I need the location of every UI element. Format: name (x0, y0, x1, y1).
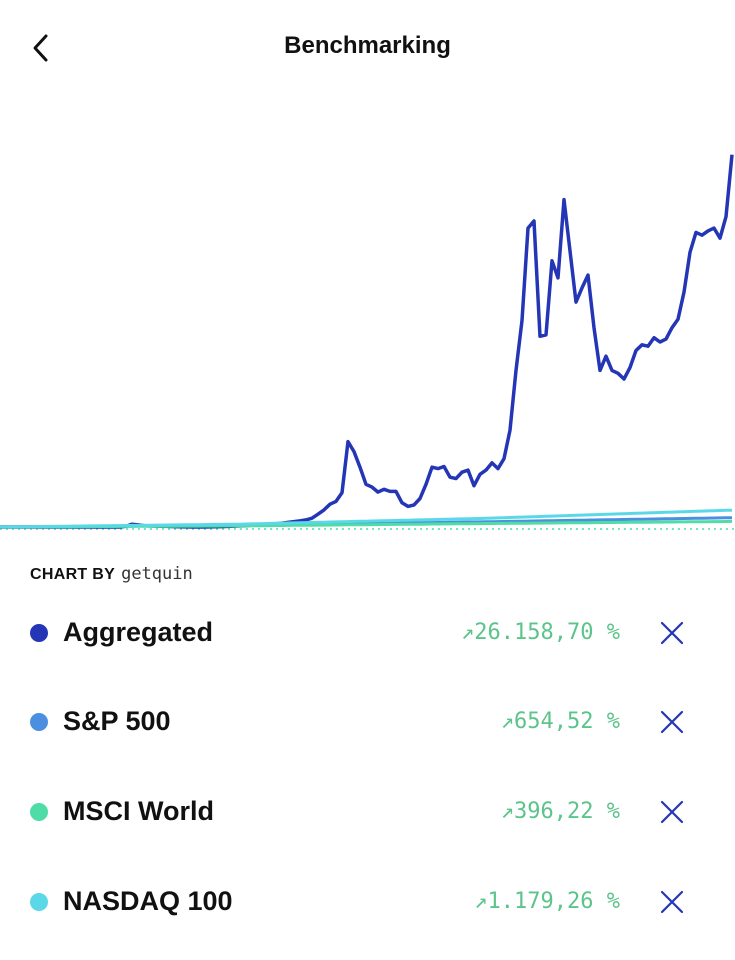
legend-entry: MSCI World (63, 796, 214, 826)
header: Benchmarking (0, 0, 735, 96)
legend-swatch (30, 803, 48, 821)
legend-row: NASDAQ 100 ↗1.179,26 % (0, 877, 735, 927)
remove-icon (660, 800, 684, 824)
legend-entry: S&P 500 (63, 706, 171, 736)
chart (0, 154, 735, 530)
back-button[interactable] (26, 30, 56, 66)
legend-row: S&P 500 ↗654,52 % (0, 697, 735, 747)
remove-button[interactable] (660, 621, 684, 645)
page-title: Benchmarking (284, 32, 451, 59)
remove-icon (660, 710, 684, 734)
remove-button[interactable] (660, 890, 684, 914)
performance-change: ↗1.179,26 % (474, 889, 620, 914)
legend-swatch (30, 893, 48, 911)
performance-change: ↗26.158,70 % (461, 620, 620, 645)
legend-swatch (30, 713, 48, 731)
credit-brand: getquin (121, 564, 193, 584)
series-line (0, 508, 733, 529)
series-line (0, 154, 734, 529)
legend-entry: Aggregated (63, 617, 214, 647)
performance-change: ↗396,22 % (500, 799, 620, 824)
legend-row: Aggregated ↗26.158,70 % (0, 608, 735, 658)
performance-change: ↗654,52 % (500, 709, 620, 734)
legend-row: MSCI World ↗396,22 % (0, 787, 735, 837)
credit-label: CHART BY (30, 566, 116, 583)
legend-entry: NASDAQ 100 (63, 886, 233, 916)
chart-credit: CHART BY getquin (30, 564, 193, 584)
remove-button[interactable] (660, 710, 684, 734)
legend-swatch (30, 624, 48, 642)
remove-icon (660, 621, 684, 645)
remove-icon (660, 890, 684, 914)
remove-button[interactable] (660, 800, 684, 824)
